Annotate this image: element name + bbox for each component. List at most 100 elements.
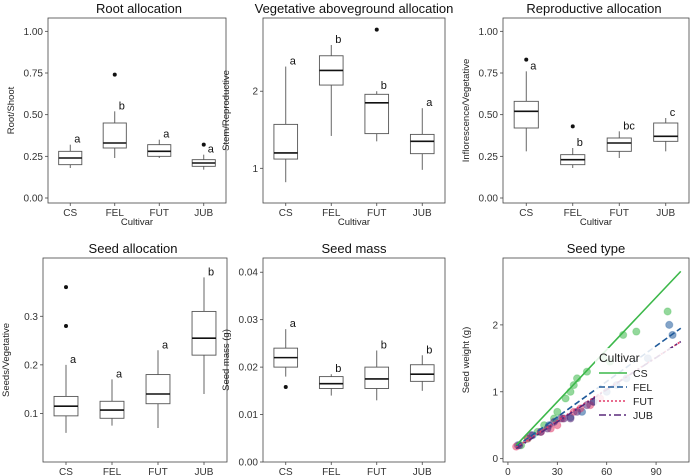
outlier-point <box>283 385 288 390</box>
significance-letter: b <box>426 344 432 356</box>
legend-label: CS <box>633 368 648 380</box>
y-tick-label: 0.01 <box>239 410 259 421</box>
x-tick-label: FEL <box>103 467 122 475</box>
y-tick-label: 0.2 <box>24 360 38 371</box>
plot-frame <box>502 257 690 463</box>
box-jub: b <box>409 344 435 391</box>
x-tick-label: FUT <box>150 208 169 219</box>
panel-1: Root allocation 0.00 0.25 0.50 0.75 1.00 Root/… <box>6 1 227 228</box>
x-tick-label: 90 <box>651 467 663 475</box>
y-axis-label: Root/Shoot <box>6 86 17 134</box>
y-axis-label: Inflorescence/Vegetative <box>461 59 472 163</box>
legend-label: FEL <box>633 382 652 394</box>
y-tick-label: 1.00 <box>24 27 44 38</box>
box-jub: a <box>409 97 435 170</box>
legend-title: Cultivar <box>599 351 640 365</box>
box-cs: a <box>273 318 299 390</box>
plot-frame <box>502 17 690 204</box>
data-point <box>632 327 641 336</box>
y-tick-label: 0.02 <box>239 363 259 374</box>
x-tick-label: FUT <box>610 208 629 219</box>
outlier-point <box>64 285 68 290</box>
x-tick-label: 0 <box>505 467 511 475</box>
significance-letter: a <box>426 97 433 109</box>
x-tick-label: 60 <box>601 467 613 475</box>
significance-letter: a <box>290 56 297 68</box>
iqr-box <box>653 122 679 142</box>
panel-title: Seed type <box>567 241 626 256</box>
panel-3: Reproductive allocation 0.00 0.25 0.50 0.75 1… <box>461 1 690 228</box>
x-axis-label: Cultivar <box>580 217 612 228</box>
x-tick-label: CS <box>59 467 73 475</box>
panel-title: Root allocation <box>96 1 182 16</box>
significance-letter: a <box>116 368 123 380</box>
y-tick-label: 0.04 <box>239 268 259 279</box>
box-fel: b <box>560 124 586 168</box>
y-tick-label: 0.1 <box>24 409 38 420</box>
x-tick-label: CS <box>63 208 77 219</box>
outlier-point <box>524 57 529 62</box>
significance-letter: b <box>208 266 214 278</box>
box-fut: a <box>147 129 172 158</box>
box-cs: a <box>53 285 79 433</box>
iqr-box <box>102 122 127 149</box>
box-fut: b <box>364 340 390 401</box>
box-fel: b <box>318 34 344 136</box>
significance-letter: b <box>119 100 125 112</box>
y-tick-label: 0.00 <box>239 458 259 469</box>
box-fut: bc <box>606 120 635 158</box>
plot-frame <box>47 17 227 204</box>
significance-letter: a <box>290 318 297 330</box>
iqr-box <box>606 137 632 152</box>
x-axis-label: Cultivar <box>338 217 370 228</box>
iqr-box <box>191 310 217 356</box>
outlier-point <box>201 142 206 147</box>
box-jub: c <box>653 107 679 152</box>
panel-title: Seed allocation <box>89 241 178 256</box>
iqr-box <box>513 100 539 129</box>
box-fel: a <box>99 368 125 426</box>
box-fut: a <box>145 339 171 428</box>
x-tick-label: FUT <box>367 467 386 475</box>
legend-label: JUB <box>633 410 653 422</box>
panel-title: Reproductive allocation <box>526 1 661 16</box>
y-tick-label: 0.25 <box>24 152 44 163</box>
x-axis-label: Cultivar <box>121 217 153 228</box>
x-tick-label: FUT <box>367 208 386 219</box>
x-tick-label: FUT <box>148 467 167 475</box>
y-tick-label: 0.50 <box>479 110 499 121</box>
iqr-box <box>273 123 299 160</box>
x-tick-label: FEL <box>322 467 341 475</box>
iqr-box <box>409 133 435 155</box>
x-tick-label: CS <box>279 467 293 475</box>
y-tick-label: 2 <box>252 87 258 98</box>
y-tick-label: 0 <box>492 454 498 465</box>
y-tick-label: 1.00 <box>479 27 499 38</box>
fit-line-jub <box>515 340 682 450</box>
significance-letter: c <box>670 107 676 119</box>
data-point <box>561 394 570 403</box>
significance-letter: a <box>74 134 81 146</box>
data-point <box>566 387 575 396</box>
outlier-point <box>64 324 68 328</box>
y-axis-label: Seed weight (g) <box>461 327 472 394</box>
x-tick-label: 30 <box>552 467 564 475</box>
iqr-box <box>364 366 390 389</box>
iqr-box <box>145 374 171 405</box>
data-point <box>665 320 674 329</box>
plot-frame <box>262 17 446 204</box>
significance-letter: a <box>208 144 215 156</box>
y-tick-label: 0.75 <box>24 69 44 80</box>
x-tick-label: CS <box>279 208 293 219</box>
x-tick-label: JUB <box>656 208 675 219</box>
box-fel: b <box>102 72 127 158</box>
significance-letter: b <box>381 340 387 352</box>
plot-frame <box>42 257 228 463</box>
data-point <box>553 407 562 416</box>
y-axis-label: Stem/Reproductive <box>221 70 232 151</box>
legend-background <box>595 348 685 434</box>
significance-letter: a <box>163 129 170 141</box>
plot-frame <box>262 257 446 463</box>
y-axis-label: Seed mass (g) <box>221 329 232 391</box>
panel-4: Seed allocation 0.1 0.2 0.3 Seeds/Vegetative… <box>1 241 228 475</box>
